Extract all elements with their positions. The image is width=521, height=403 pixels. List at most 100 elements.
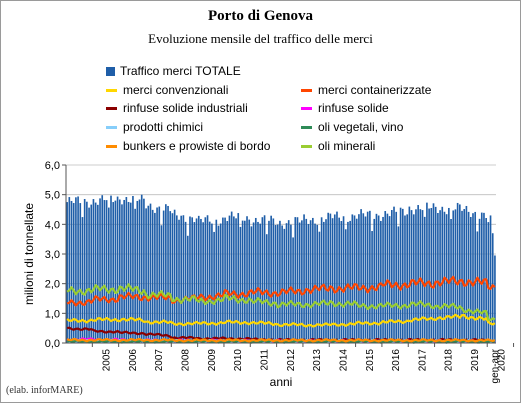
bar-total [305,218,308,343]
bar-total [233,216,235,343]
line-merci-containerizzate [66,275,496,307]
bar-total [276,224,279,343]
x-tick-label: 2015 [365,349,376,372]
bar-total [287,220,290,343]
y-axis-title: milioni di tonnellate [22,203,36,305]
x-tick-label: 2012 [286,349,297,372]
bar-total [213,231,215,343]
bar-total [178,219,180,343]
bar-total [116,196,119,343]
bar-total [158,206,161,343]
bar-total [279,220,281,343]
bar-total [143,198,145,343]
bar-total [195,218,198,343]
bar-total [151,209,154,343]
x-tick-label: 2013 [312,349,323,372]
bar-total [182,215,185,343]
bar-total [175,215,178,343]
bar-total [463,209,466,343]
bar-total [169,211,172,343]
bar-total [298,222,301,343]
bar-total [489,215,492,343]
bar-total [358,214,360,343]
bar-total [235,218,237,343]
legend-label-5: prodotti chimici [123,120,203,134]
bar-total [68,197,71,343]
bar-total [123,199,125,343]
chart-title: Porto di Genova [208,8,313,24]
legend-label-1: merci convenzionali [123,83,228,97]
legend-key-0 [106,67,115,76]
bar-total [408,206,411,343]
bar-total [105,200,108,343]
x-tick-label: 2019 [470,349,481,372]
bar-total [121,204,123,343]
bar-total [399,207,402,343]
bar-total [193,222,196,343]
line-oli-minerali [66,283,496,322]
bar-total [127,201,130,343]
bar-total [222,217,224,343]
bar-total [316,224,319,343]
bar-total [145,208,147,343]
bar-total [423,216,426,343]
bar-total [469,216,472,343]
bar-total [257,221,259,343]
bar-total [439,210,441,343]
bar-total [349,220,351,343]
bar-total [248,219,251,343]
bar-total [167,205,169,343]
bar-total [180,215,183,343]
bar-total [114,200,117,343]
bar-total [386,213,389,343]
bar-total [112,202,115,343]
bar-total [72,203,75,343]
x-tick-label: 2005 [101,349,112,372]
bar-total [224,217,226,343]
bar-total [294,217,297,343]
bar-total [107,207,110,343]
y-tick-label: 0,0 [45,338,60,350]
bar-total [314,223,316,343]
bar-total [417,205,419,343]
bar-total [355,218,358,343]
y-tick-label: 2,0 [45,279,60,291]
source-note: (elab. inforMARE) [6,385,83,396]
legend-label-0: Traffico merci TOTALE [120,64,241,78]
line-bunkers-e-prowiste-di-bordo [66,337,496,343]
bar-total [228,215,231,343]
bar-total [415,209,417,343]
line-series [66,275,496,344]
bar-total [290,224,292,343]
bar-total [230,211,233,343]
bar-total [448,207,450,343]
y-tick-label: 4,0 [45,219,60,231]
y-tick-label: 1,0 [45,308,60,320]
bar-total [406,214,408,343]
bar-total [149,203,152,343]
bar-total [388,216,391,343]
bar-total [154,212,156,343]
bar-total [410,210,413,343]
bar-total [94,202,97,343]
bar-total [92,199,95,343]
legend-label-3: rinfuse solide industriali [123,101,248,115]
bar-total [219,223,222,343]
x-tick-label: 2010 [233,349,244,372]
bar-total [211,223,213,343]
legend: Traffico merci TOTALE merci convenzionali… [106,64,432,153]
bar-total [456,202,459,343]
bar-total [265,234,268,343]
bar-total [375,213,378,343]
bar-total [327,212,330,343]
bar-total [353,215,356,343]
bar-total [434,206,437,343]
legend-key-1 [106,89,117,92]
bar-total [191,217,193,343]
bar-total [97,204,99,343]
bar-total [270,215,272,343]
bar-total [307,223,310,343]
x-tick-label: 2016 [391,349,402,372]
x-ticks: 2005 2006 2007 2008 2009 2010 2011 2012 2013 2014… [91,343,515,383]
